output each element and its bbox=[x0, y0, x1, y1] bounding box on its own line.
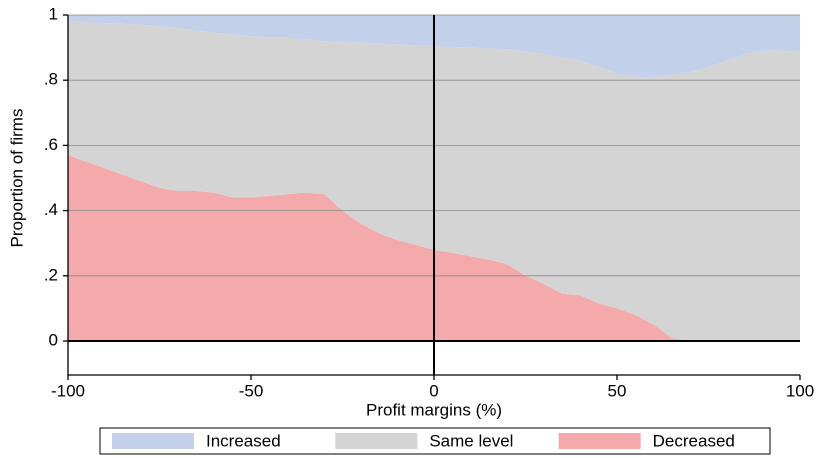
x-tick-label: -50 bbox=[239, 381, 264, 400]
y-tick-label: 0 bbox=[49, 330, 58, 349]
legend-box bbox=[99, 427, 771, 455]
legend-swatch bbox=[335, 433, 418, 449]
y-tick-label: .8 bbox=[44, 70, 58, 89]
x-tick-label: 100 bbox=[786, 381, 814, 400]
legend-label: Increased bbox=[206, 431, 281, 450]
y-axis-title: Proportion of firms bbox=[7, 109, 26, 248]
legend-label: Decreased bbox=[653, 431, 735, 450]
x-tick-label: 50 bbox=[608, 381, 627, 400]
legend-label: Same level bbox=[429, 431, 513, 450]
legend-swatch bbox=[558, 433, 641, 449]
legend-swatch bbox=[112, 433, 194, 449]
x-tick-label: 0 bbox=[429, 381, 438, 400]
y-tick-label: 1 bbox=[49, 4, 58, 23]
y-tick-label: .2 bbox=[44, 265, 58, 284]
y-tick-label: .4 bbox=[44, 200, 58, 219]
x-tick-label: -100 bbox=[51, 381, 85, 400]
area bbox=[68, 155, 800, 341]
x-axis-title: Profit margins (%) bbox=[366, 400, 502, 419]
y-tick-label: .6 bbox=[44, 135, 58, 154]
